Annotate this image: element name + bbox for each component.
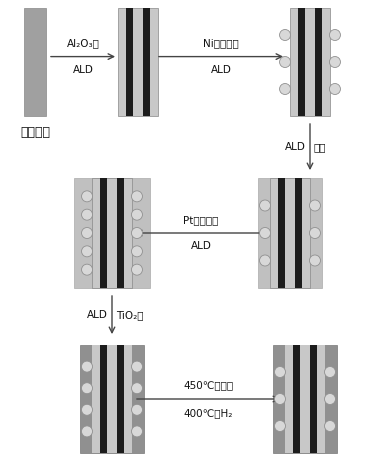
- Circle shape: [310, 228, 320, 239]
- Circle shape: [132, 426, 142, 437]
- Bar: [92, 178, 132, 288]
- Circle shape: [82, 209, 92, 220]
- Circle shape: [132, 191, 142, 202]
- Circle shape: [82, 383, 92, 394]
- Bar: [117, 345, 124, 453]
- Bar: [100, 178, 107, 288]
- Text: ALD: ALD: [190, 241, 211, 251]
- Circle shape: [260, 255, 271, 266]
- Circle shape: [279, 29, 291, 40]
- Bar: [278, 178, 285, 288]
- Circle shape: [82, 191, 92, 202]
- Text: ALD: ALD: [73, 65, 93, 75]
- Circle shape: [310, 200, 320, 211]
- Text: Ni纳米颗粒: Ni纳米颗粒: [203, 39, 239, 49]
- Circle shape: [274, 420, 286, 431]
- Circle shape: [274, 393, 286, 404]
- Text: 碳膜: 碳膜: [314, 142, 327, 152]
- Circle shape: [82, 361, 92, 372]
- Circle shape: [82, 426, 92, 437]
- Circle shape: [132, 209, 142, 220]
- Bar: [82, 345, 142, 453]
- Circle shape: [329, 84, 341, 95]
- Circle shape: [260, 200, 271, 211]
- Bar: [258, 178, 322, 288]
- Circle shape: [82, 228, 92, 239]
- Circle shape: [132, 361, 142, 372]
- Text: ALD: ALD: [87, 310, 108, 320]
- Circle shape: [329, 29, 341, 40]
- Bar: [290, 8, 330, 116]
- Circle shape: [279, 56, 291, 67]
- Bar: [273, 345, 337, 453]
- Text: 纳米纤维: 纳米纤维: [20, 126, 50, 139]
- Bar: [270, 178, 310, 288]
- Text: 450℃，空气: 450℃，空气: [183, 380, 234, 390]
- Circle shape: [132, 228, 142, 239]
- Circle shape: [82, 404, 92, 415]
- Bar: [24, 8, 46, 116]
- Circle shape: [325, 420, 336, 431]
- Bar: [80, 345, 144, 453]
- Bar: [92, 345, 132, 453]
- Circle shape: [260, 228, 271, 239]
- Text: ALD: ALD: [285, 142, 306, 152]
- Bar: [117, 178, 124, 288]
- Bar: [293, 345, 300, 453]
- Circle shape: [325, 366, 336, 377]
- Bar: [74, 178, 150, 288]
- Text: Al₂O₃膜: Al₂O₃膜: [67, 39, 99, 49]
- Text: ALD: ALD: [211, 65, 231, 75]
- Circle shape: [329, 56, 341, 67]
- Text: 400℃，H₂: 400℃，H₂: [184, 408, 233, 418]
- Bar: [100, 345, 107, 453]
- Bar: [143, 8, 150, 116]
- Bar: [285, 345, 325, 453]
- Bar: [315, 8, 322, 116]
- Text: TiO₂膜: TiO₂膜: [116, 310, 144, 320]
- Bar: [118, 8, 158, 116]
- Circle shape: [132, 264, 142, 275]
- Bar: [298, 8, 305, 116]
- Circle shape: [325, 393, 336, 404]
- Bar: [275, 345, 335, 453]
- Circle shape: [132, 246, 142, 257]
- Circle shape: [132, 404, 142, 415]
- Circle shape: [274, 366, 286, 377]
- Circle shape: [310, 255, 320, 266]
- Bar: [126, 8, 133, 116]
- Circle shape: [132, 383, 142, 394]
- Bar: [310, 345, 317, 453]
- Circle shape: [279, 84, 291, 95]
- Circle shape: [82, 264, 92, 275]
- Circle shape: [82, 246, 92, 257]
- Bar: [295, 178, 302, 288]
- Text: Pt纳米颗粒: Pt纳米颗粒: [183, 215, 219, 225]
